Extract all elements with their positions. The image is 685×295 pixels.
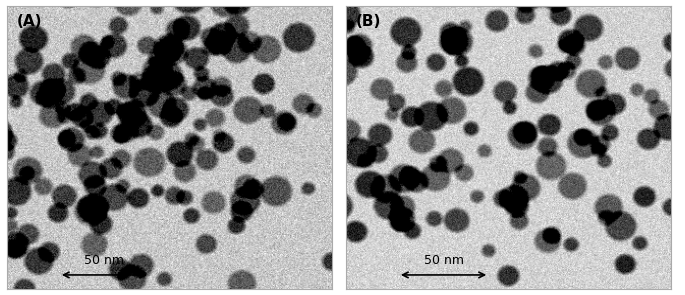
- Text: (A): (A): [16, 14, 42, 30]
- Text: 50 nm: 50 nm: [423, 254, 464, 267]
- Text: (B): (B): [356, 14, 381, 30]
- Text: 50 nm: 50 nm: [84, 254, 125, 267]
